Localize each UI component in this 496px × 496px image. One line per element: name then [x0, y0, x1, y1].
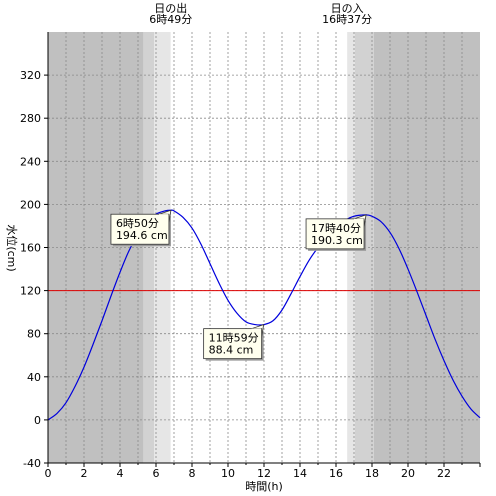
callout-box: [305, 218, 365, 250]
night-band-morning: [48, 32, 144, 463]
y-tick-label: 0: [34, 414, 41, 427]
sunset-title: 日の入: [331, 2, 364, 15]
series-group: [47, 209, 481, 421]
sun-labels: 日の出 6時49分 日の入 16時37分: [149, 1, 372, 26]
callout-box: [110, 213, 170, 245]
callout-time: 11時59分: [209, 332, 259, 345]
callout-time: 6時50分: [116, 217, 159, 230]
y-tick-label: 80: [27, 328, 41, 341]
x-tick-label: 22: [437, 467, 451, 480]
plot-frame-group: [44, 32, 481, 467]
twilight-band-morning-inner: [154, 32, 171, 463]
night-band-evening: [373, 32, 480, 463]
y-axis-title: 水位(cm): [5, 224, 19, 271]
x-tick-label: 6: [153, 467, 160, 480]
y-tick-label: 160: [20, 242, 41, 255]
x-tick-label: 18: [365, 467, 379, 480]
sunrise-time: 6時49分: [149, 13, 192, 26]
x-tick-label: 8: [189, 467, 196, 480]
y-tick-label: 200: [20, 198, 41, 211]
tick-labels: 0 2 4 6 8 10 12 14 16 18 20 22 -40 0 40 80 120 160 200 240 2…: [20, 69, 451, 480]
sunset-time: 16時37分: [322, 13, 372, 26]
callout-value: 88.4 cm: [209, 344, 254, 357]
callout-box: [203, 328, 263, 360]
x-tick-label: 10: [221, 467, 235, 480]
x-tick-label: 20: [401, 467, 415, 480]
y-tick-label: 240: [20, 155, 41, 168]
x-tick-label: 4: [117, 467, 124, 480]
tide-line: [47, 209, 481, 421]
y-tick-label: 320: [20, 69, 41, 82]
callout-time: 17時40分: [311, 222, 361, 235]
sunrise-title: 日の出: [154, 1, 187, 15]
y-tick-label: 40: [27, 371, 41, 384]
callout-value: 190.3 cm: [311, 234, 363, 247]
x-tick-label: 16: [329, 467, 343, 480]
x-tick-label: 2: [81, 467, 88, 480]
x-tick-label: 14: [293, 467, 307, 480]
y-tick-label: 120: [20, 285, 41, 298]
callout-value: 194.6 cm: [116, 229, 168, 242]
x-tick-label: 12: [257, 467, 271, 480]
y-tick-label: -40: [23, 457, 41, 470]
x-axis-title: 時間(h): [245, 480, 283, 493]
y-tick-label: 280: [20, 112, 41, 125]
x-tick-label: 0: [45, 467, 52, 480]
